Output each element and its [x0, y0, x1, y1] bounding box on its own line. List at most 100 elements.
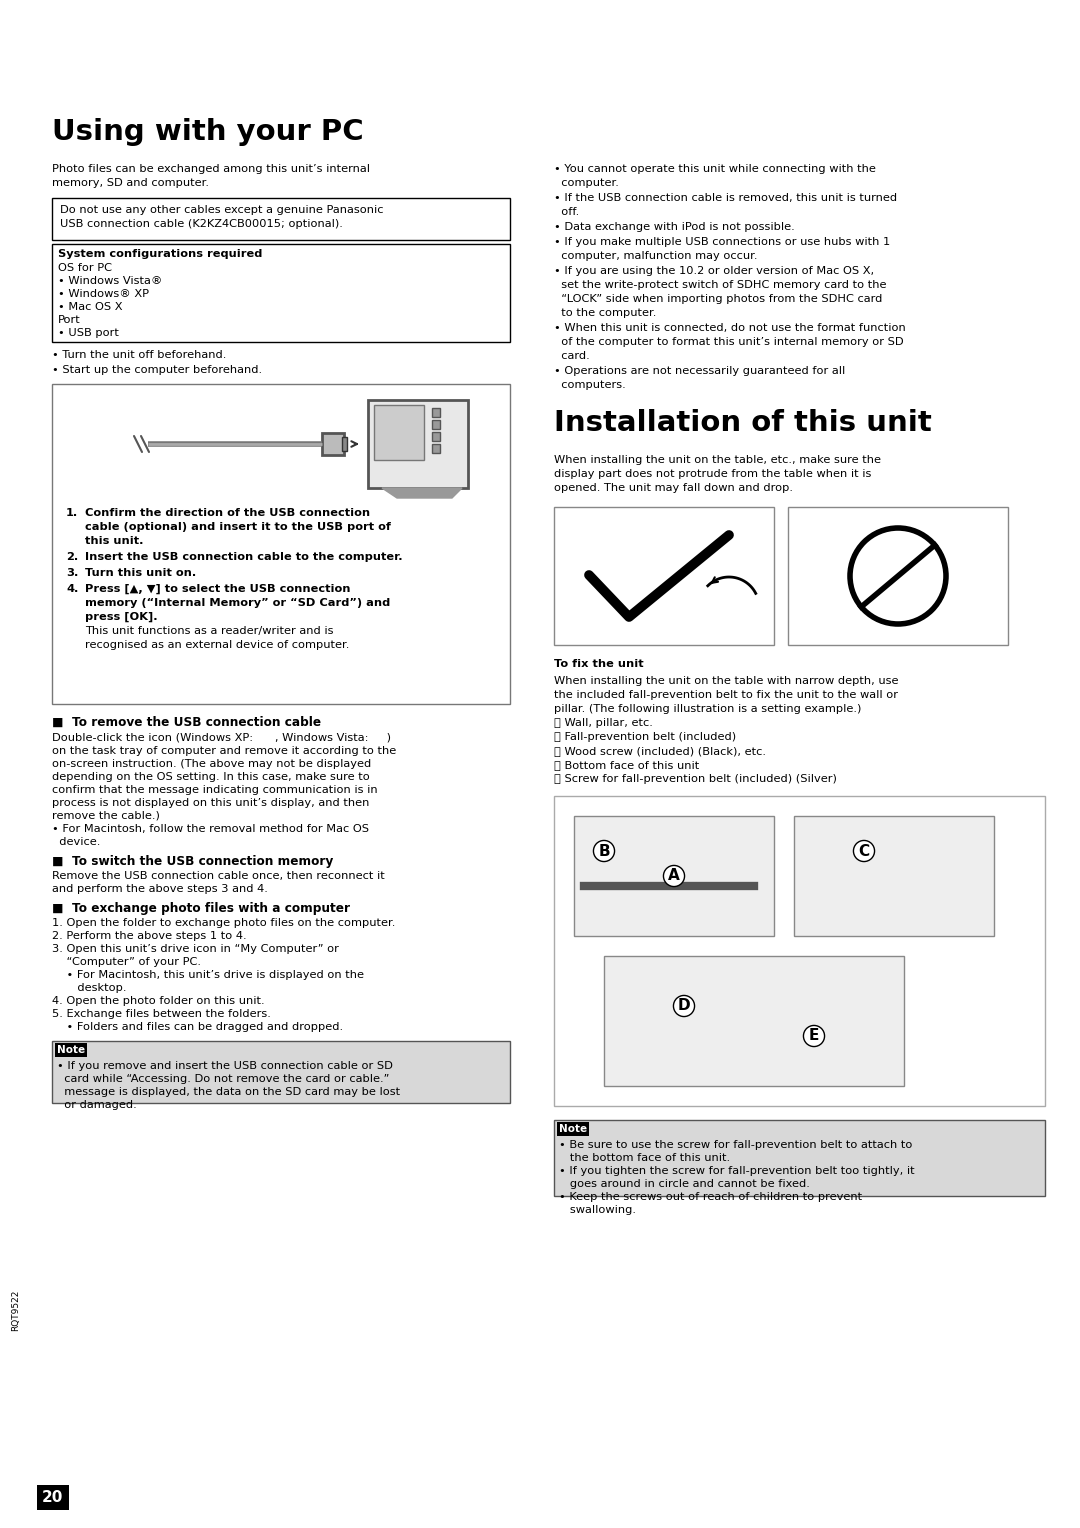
Text: A: A [669, 868, 680, 883]
Text: System configurations required: System configurations required [58, 249, 262, 260]
Text: set the write-protect switch of SDHC memory card to the: set the write-protect switch of SDHC mem… [554, 280, 887, 290]
Text: • When this unit is connected, do not use the format function: • When this unit is connected, do not us… [554, 322, 906, 333]
Text: opened. The unit may fall down and drop.: opened. The unit may fall down and drop. [554, 483, 793, 494]
Text: 2. Perform the above steps 1 to 4.: 2. Perform the above steps 1 to 4. [52, 931, 246, 941]
Text: To fix the unit: To fix the unit [554, 659, 644, 669]
Bar [52, 244, 510, 342]
Text: Port: Port [58, 315, 81, 325]
Text: • Turn the unit off beforehand.: • Turn the unit off beforehand. [52, 350, 227, 361]
Text: Ⓔ Screw for fall-prevention belt (included) (Silver): Ⓔ Screw for fall-prevention belt (includ… [554, 775, 837, 784]
Text: C: C [859, 843, 869, 859]
Text: • Windows® XP: • Windows® XP [58, 289, 149, 299]
Text: • Windows Vista®: • Windows Vista® [58, 277, 162, 286]
Text: • If you make multiple USB connections or use hubs with 1: • If you make multiple USB connections o… [554, 237, 890, 248]
Text: computer, malfunction may occur.: computer, malfunction may occur. [554, 251, 757, 261]
Text: • If you are using the 10.2 or older version of Mac OS X,: • If you are using the 10.2 or older ver… [554, 266, 874, 277]
Text: Note: Note [559, 1125, 588, 1134]
Text: device.: device. [52, 837, 100, 847]
Text: the bottom face of this unit.: the bottom face of this unit. [559, 1154, 730, 1163]
Text: Note: Note [57, 1045, 85, 1054]
Text: 4. Open the photo folder on this unit.: 4. Open the photo folder on this unit. [52, 996, 265, 1005]
Text: “Computer” of your PC.: “Computer” of your PC. [52, 957, 201, 967]
Text: RQT9522: RQT9522 [12, 1290, 21, 1331]
Text: ■  To exchange photo files with a computer: ■ To exchange photo files with a compute… [52, 902, 350, 915]
Text: the included fall-prevention belt to fix the unit to the wall or: the included fall-prevention belt to fix… [554, 691, 897, 700]
Text: When installing the unit on the table, etc., make sure the: When installing the unit on the table, e… [554, 455, 881, 465]
Text: • If the USB connection cable is removed, this unit is turned: • If the USB connection cable is removed… [554, 193, 897, 203]
Text: 1.: 1. [66, 507, 78, 518]
Text: • Operations are not necessarily guaranteed for all: • Operations are not necessarily guarant… [554, 367, 846, 376]
Bar [554, 1120, 1045, 1196]
Text: B: B [598, 843, 610, 859]
Text: of the computer to format this unit’s internal memory or SD: of the computer to format this unit’s in… [554, 338, 904, 347]
Text: • Be sure to use the screw for fall-prevention belt to attach to: • Be sure to use the screw for fall-prev… [559, 1140, 913, 1151]
Text: ■  To remove the USB connection cable: ■ To remove the USB connection cable [52, 717, 321, 729]
Bar [432, 420, 440, 429]
Text: When installing the unit on the table with narrow depth, use: When installing the unit on the table wi… [554, 675, 899, 686]
Text: cable (optional) and insert it to the USB port of: cable (optional) and insert it to the US… [85, 523, 391, 532]
Text: Ⓓ Bottom face of this unit: Ⓓ Bottom face of this unit [554, 759, 699, 770]
Text: E: E [809, 1028, 820, 1044]
Text: Ⓒ Wood screw (included) (Black), etc.: Ⓒ Wood screw (included) (Black), etc. [554, 746, 766, 756]
Text: Double-click the icon (Windows XP:      , Windows Vista:     ): Double-click the icon (Windows XP: , Win… [52, 733, 391, 743]
Text: This unit functions as a reader/writer and is: This unit functions as a reader/writer a… [85, 626, 334, 636]
Text: Press [▲, ▼] to select the USB connection: Press [▲, ▼] to select the USB connectio… [85, 584, 351, 594]
Text: • For Macintosh, this unit’s drive is displayed on the: • For Macintosh, this unit’s drive is di… [52, 970, 364, 979]
Text: confirm that the message indicating communication is in: confirm that the message indicating comm… [52, 785, 378, 795]
Text: computer.: computer. [554, 177, 619, 188]
Text: card.: card. [554, 351, 590, 361]
Text: goes around in circle and cannot be fixed.: goes around in circle and cannot be fixe… [559, 1180, 810, 1189]
Text: 3.: 3. [66, 568, 79, 578]
Bar [368, 400, 468, 487]
Text: “LOCK” side when importing photos from the SDHC card: “LOCK” side when importing photos from t… [554, 293, 882, 304]
Polygon shape [382, 487, 462, 498]
Text: and perform the above steps 3 and 4.: and perform the above steps 3 and 4. [52, 885, 268, 894]
Text: Photo files can be exchanged among this unit’s internal
memory, SD and computer.: Photo files can be exchanged among this … [52, 163, 370, 188]
Text: process is not displayed on this unit’s display, and then: process is not displayed on this unit’s … [52, 798, 369, 808]
Bar [322, 432, 345, 455]
Text: 4.: 4. [66, 584, 79, 594]
Text: 20: 20 [42, 1490, 64, 1505]
Text: Insert the USB connection cable to the computer.: Insert the USB connection cable to the c… [85, 552, 403, 562]
Text: • Folders and files can be dragged and dropped.: • Folders and files can be dragged and d… [52, 1022, 343, 1031]
Text: Ⓐ Wall, pillar, etc.: Ⓐ Wall, pillar, etc. [554, 718, 653, 727]
Text: Remove the USB connection cable once, then reconnect it: Remove the USB connection cable once, th… [52, 871, 384, 882]
Text: 2.: 2. [66, 552, 78, 562]
Bar [52, 384, 510, 704]
Text: 1. Open the folder to exchange photo files on the computer.: 1. Open the folder to exchange photo fil… [52, 918, 395, 927]
Bar [52, 199, 510, 240]
Bar [788, 507, 1008, 645]
Bar [432, 432, 440, 442]
Text: computers.: computers. [554, 380, 625, 390]
Bar [554, 796, 1045, 1106]
Text: to the computer.: to the computer. [554, 309, 657, 318]
Text: • USB port: • USB port [58, 329, 119, 338]
Text: • Data exchange with iPod is not possible.: • Data exchange with iPod is not possibl… [554, 222, 795, 232]
Text: remove the cable.): remove the cable.) [52, 811, 160, 821]
Text: Ⓑ Fall-prevention belt (included): Ⓑ Fall-prevention belt (included) [554, 732, 737, 743]
Text: card while “Accessing. Do not remove the card or cable.”: card while “Accessing. Do not remove the… [57, 1074, 390, 1083]
Text: recognised as an external device of computer.: recognised as an external device of comp… [85, 640, 349, 649]
Text: D: D [677, 998, 690, 1013]
Text: Turn this unit on.: Turn this unit on. [85, 568, 197, 578]
Bar [432, 408, 440, 417]
Text: • If you remove and insert the USB connection cable or SD: • If you remove and insert the USB conne… [57, 1060, 393, 1071]
Text: swallowing.: swallowing. [559, 1206, 636, 1215]
Text: display part does not protrude from the table when it is: display part does not protrude from the … [554, 469, 872, 478]
Text: message is displayed, the data on the SD card may be lost: message is displayed, the data on the SD… [57, 1086, 400, 1097]
Bar [794, 816, 994, 937]
Text: pillar. (The following illustration is a setting example.): pillar. (The following illustration is a… [554, 704, 862, 714]
Text: Using with your PC: Using with your PC [52, 118, 364, 147]
Bar [554, 507, 774, 645]
Text: • Mac OS X: • Mac OS X [58, 303, 122, 312]
Bar [604, 957, 904, 1086]
Text: this unit.: this unit. [85, 536, 144, 545]
Text: • You cannot operate this unit while connecting with the: • You cannot operate this unit while con… [554, 163, 876, 174]
Bar [52, 1041, 510, 1103]
Text: OS for PC: OS for PC [58, 263, 112, 274]
Text: or damaged.: or damaged. [57, 1100, 137, 1109]
Bar [374, 405, 424, 460]
Text: memory (“Internal Memory” or “SD Card”) and: memory (“Internal Memory” or “SD Card”) … [85, 597, 390, 608]
Text: Confirm the direction of the USB connection: Confirm the direction of the USB connect… [85, 507, 370, 518]
Text: off.: off. [554, 206, 579, 217]
